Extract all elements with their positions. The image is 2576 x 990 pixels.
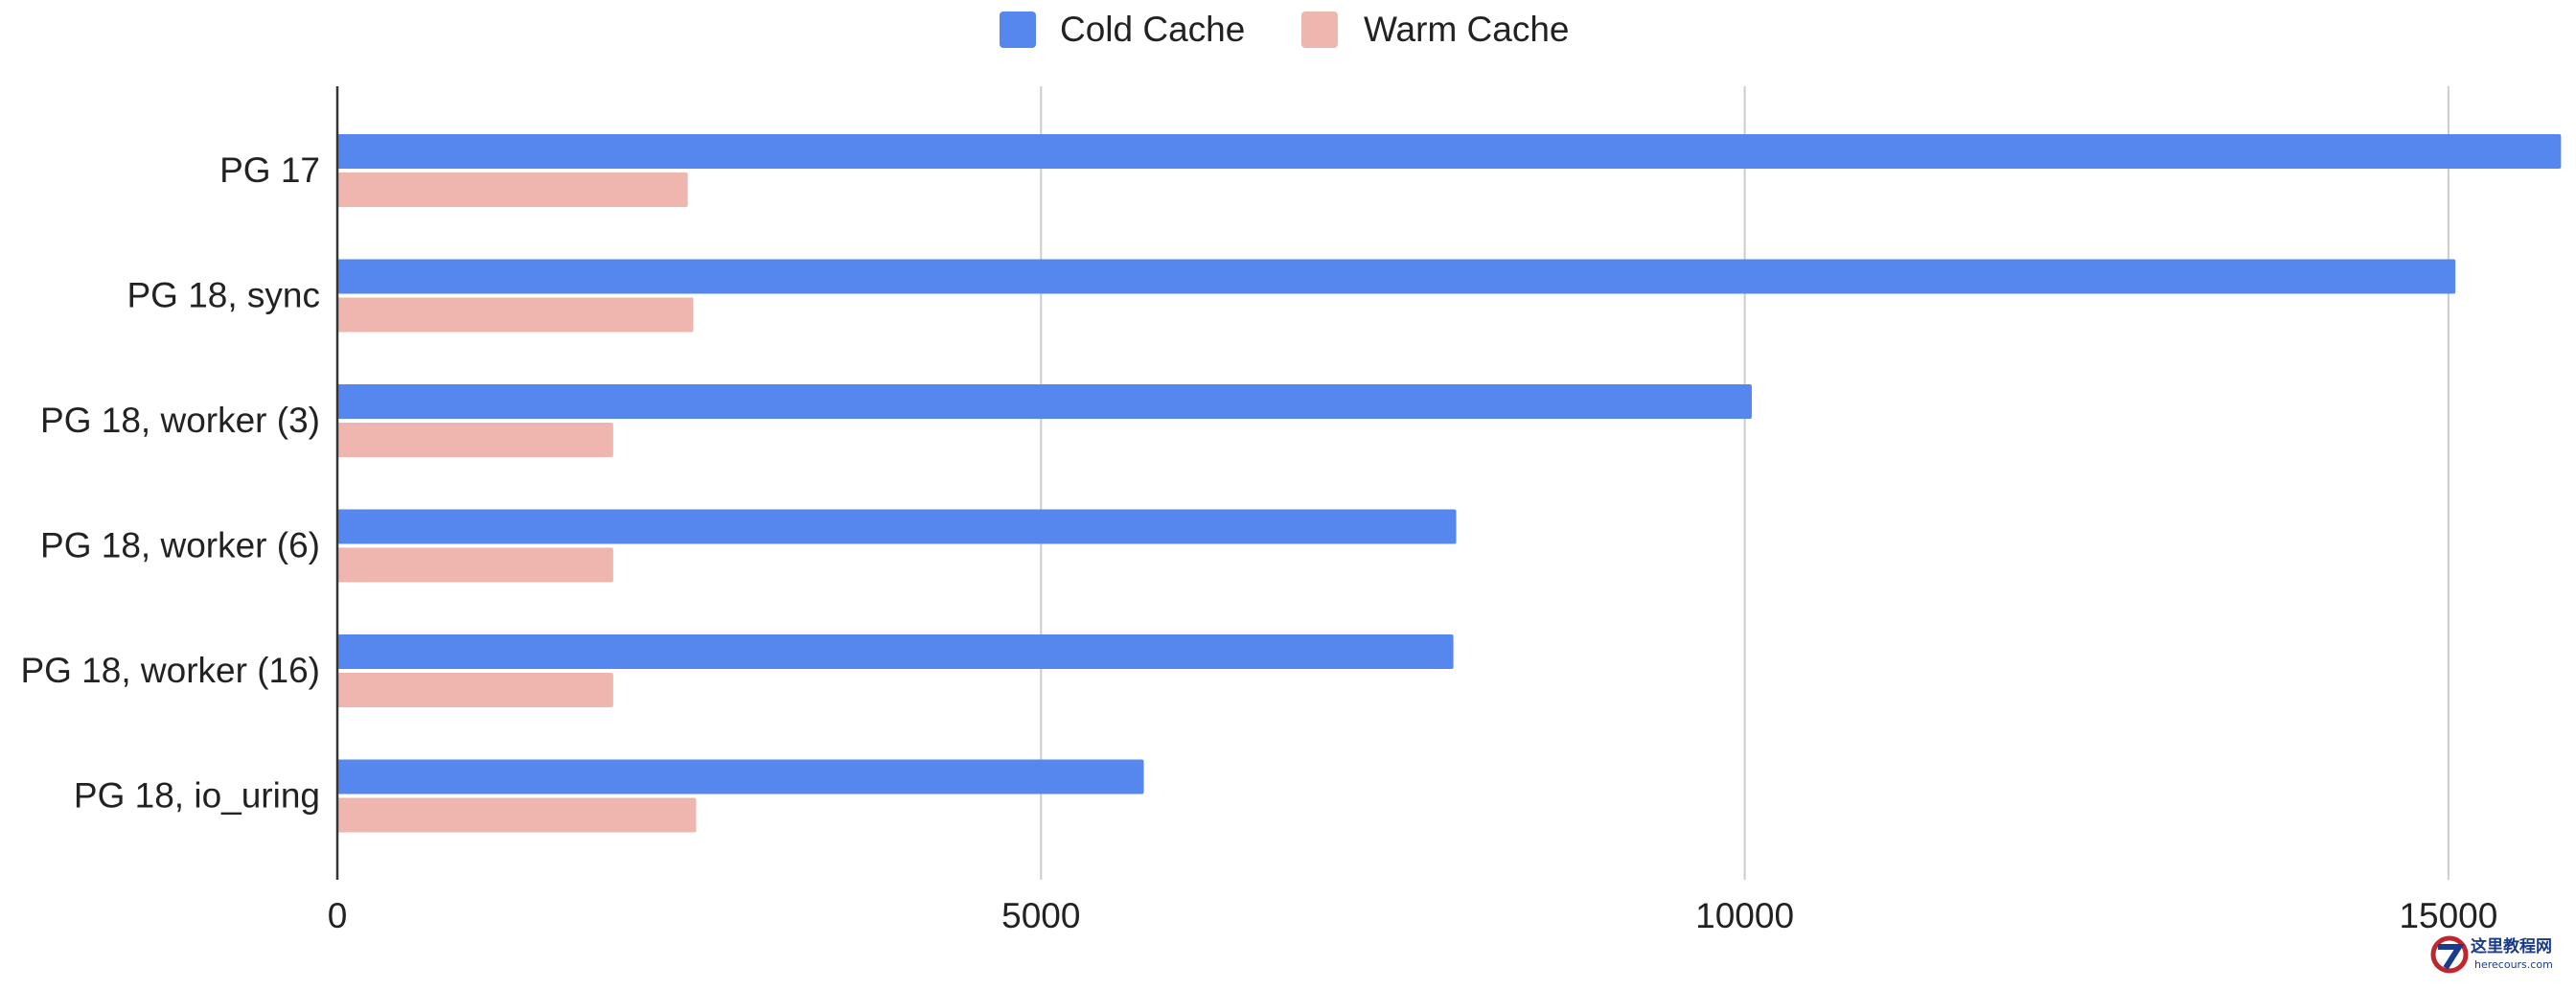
category-label-pg-18-worker-16: PG 18, worker (16) — [20, 651, 320, 690]
legend-swatch-warm-cache — [1301, 12, 1338, 48]
legend-swatch-cold-cache — [1000, 12, 1036, 48]
bar-warm-cache-pg-18-io-uring — [337, 797, 697, 833]
watermark-ring-icon — [2430, 935, 2469, 974]
bar-warm-cache-pg-18-worker-16 — [337, 673, 613, 707]
x-tick-label-5000: 5000 — [1001, 896, 1080, 935]
category-labels: PG 17 PG 18, sync PG 18, worker (3) PG 18, … — [20, 150, 320, 816]
watermark-mark-icon — [2438, 944, 2465, 970]
tick-labels: 0 5000 10000 15000 — [328, 896, 2498, 935]
watermark-text-cn: 这里教程网 — [2471, 936, 2552, 956]
bar-warm-cache-pg-18-worker-6 — [337, 547, 613, 583]
category-label-pg-18-worker-6: PG 18, worker (6) — [40, 526, 320, 565]
gridlines — [1040, 86, 2450, 880]
legend: Cold Cache Warm Cache — [1000, 10, 1570, 49]
x-tick-label-15000: 15000 — [2399, 896, 2497, 935]
category-label-pg-17: PG 17 — [219, 150, 320, 190]
bar-warm-cache-pg-18-sync — [337, 297, 694, 333]
bar-cold-cache-pg-18-worker-3 — [337, 384, 1752, 419]
watermark-logo: 这里教程网 herecours.com — [2425, 926, 2568, 981]
x-tick-label-0: 0 — [328, 896, 348, 935]
category-label-pg-18-io-uring: PG 18, io_uring — [74, 776, 320, 816]
category-label-pg-18-sync: PG 18, sync — [126, 276, 320, 315]
legend-label-warm-cache: Warm Cache — [1364, 10, 1570, 49]
bar-cold-cache-pg-18-io-uring — [337, 759, 1144, 794]
bar-cold-cache-pg-18-sync — [337, 259, 2456, 294]
bar-cold-cache-pg-18-worker-16 — [337, 634, 1454, 669]
bar-warm-cache-pg-18-worker-3 — [337, 423, 613, 457]
bar-cold-cache-pg-17 — [337, 134, 2562, 169]
bar-warm-cache-pg-17 — [337, 173, 688, 207]
category-label-pg-18-worker-3: PG 18, worker (3) — [40, 401, 320, 440]
watermark-text-en: herecours.com — [2474, 958, 2553, 971]
bars — [337, 134, 2562, 833]
bar-cold-cache-pg-18-worker-6 — [337, 509, 1457, 544]
legend-label-cold-cache: Cold Cache — [1060, 10, 1245, 49]
x-tick-label-10000: 10000 — [1695, 896, 1794, 935]
